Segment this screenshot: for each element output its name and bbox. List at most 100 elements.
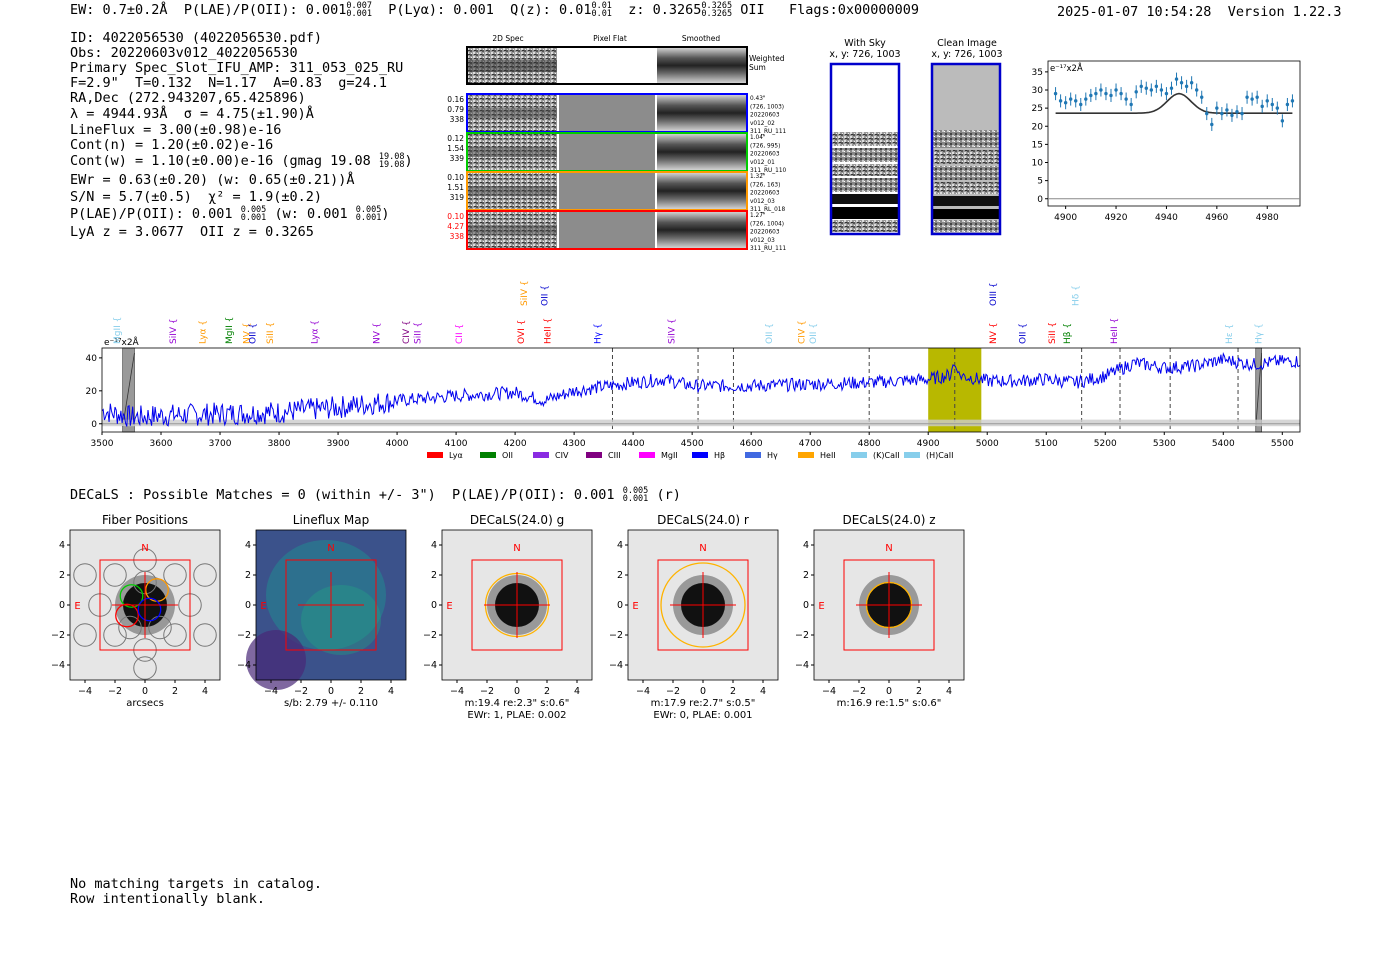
spectrum-xtick-label: 4700 — [799, 439, 822, 449]
masked-hatch — [1255, 352, 1263, 428]
line-id-label: Lyα { — [198, 320, 208, 344]
panel-ytick-label: −2 — [609, 630, 623, 641]
line-id-text: HeII { — [544, 318, 554, 344]
spectrum-xtick-label: 4800 — [858, 439, 881, 449]
with-sky-title: With Sky x, y: 726, 1003 — [829, 38, 901, 60]
lineflux-blob — [301, 585, 381, 655]
legend-label: Hβ — [714, 451, 725, 460]
fiber-circle — [118, 615, 142, 640]
east-label: E — [818, 601, 824, 612]
panel-xtick-label: 2 — [544, 686, 550, 697]
cutout-value: 1.51 — [447, 183, 464, 192]
line-id-label: SiII { — [266, 322, 276, 344]
line-id-text: OIII { — [989, 282, 999, 306]
cutout-value: 339 — [450, 154, 465, 163]
line-id-label: Lyα { — [310, 320, 320, 344]
cutout-meta: 20220603 — [750, 113, 780, 119]
line-id-text: SiIV { — [667, 318, 677, 344]
clean-image — [930, 62, 1002, 236]
header-plae: P(LAE)/P(OII): 0.001 — [183, 2, 347, 18]
panel-ytick-label: 2 — [245, 570, 251, 581]
zoom-data-point — [1285, 102, 1290, 107]
cutout-trace — [467, 108, 557, 118]
zoom-data-point — [1210, 122, 1214, 127]
line-id-text: MgII { — [225, 317, 235, 344]
panel-ytick-label: −4 — [423, 660, 437, 671]
panel-title: Lineflux Map — [293, 513, 369, 527]
panel-xtick-label: 2 — [916, 686, 922, 697]
panel-title: DECaLS(24.0) r — [657, 513, 749, 527]
spectrum-line — [101, 352, 1301, 427]
cutout-meta: (726, 1004) — [750, 221, 784, 227]
zoom-data-point — [1189, 81, 1194, 85]
line-id-text: SiII { — [1048, 322, 1058, 344]
lineflux-blob — [246, 630, 306, 690]
cutout-value: 0.79 — [447, 105, 464, 114]
zoom-unit-label: e⁻¹⁷x2Å — [1050, 62, 1083, 74]
panel-xtick-label: 4 — [388, 686, 394, 697]
spectrum-xtick-label: 5000 — [976, 439, 999, 449]
selected-fiber-circle — [115, 603, 139, 628]
zoom-data-point — [1179, 81, 1184, 85]
weighted-sum-row: Weighted Sum — [466, 46, 785, 85]
legend-swatch — [427, 452, 443, 458]
zoom-data-point — [1074, 99, 1078, 103]
spectrum-xtick-label: 5200 — [1094, 439, 1117, 449]
legend-swatch — [692, 452, 708, 458]
zoom-ytick-label: 5 — [1037, 177, 1043, 187]
panel-title: DECaLS(24.0) z — [842, 513, 935, 527]
fiber-circle — [133, 656, 157, 680]
selected-fiber-circle — [137, 597, 162, 622]
fiber-circle — [73, 563, 97, 587]
panel-ytick-label: 0 — [431, 600, 437, 611]
spectrum-xtick-label: 5300 — [1153, 439, 1176, 449]
cutout-meta: 20220603 — [750, 152, 780, 158]
panel-ytick-label: 0 — [617, 600, 623, 611]
zoom-data-point — [1275, 106, 1280, 110]
header-z-line: OII — [740, 2, 765, 18]
panel-xlabel: arcsecs — [126, 698, 164, 709]
line-id-text: HeII { — [1110, 318, 1120, 344]
line-id-label: Hδ { — [1072, 285, 1082, 306]
zoom-data-point — [1235, 110, 1239, 114]
legend-label: (K)CaII — [873, 451, 900, 460]
panel-fiber: Fiber Positions N E −4 −4 −2 −2 0 0 2 2 4 4 arcsecs — [51, 513, 221, 709]
info-ewr: EWr = 0.63(±0.20) (w: 0.65(±0.21))Å — [70, 172, 355, 188]
cutout-smoothed — [657, 94, 747, 132]
panel-xtick-label: 0 — [886, 686, 892, 697]
line-id-text: Hε { — [1225, 324, 1235, 344]
col-title-smoothed: Smoothed — [682, 34, 721, 43]
panel-xtick-label: −2 — [294, 686, 308, 697]
cutout-meta: 311_RL_018 — [750, 207, 785, 213]
line-id-label: OII { — [248, 323, 258, 344]
zoom-ytick-label: 35 — [1032, 68, 1043, 78]
spectrum-xtick-label: 3800 — [268, 439, 291, 449]
line-id-label: SiII { — [414, 322, 424, 344]
north-label: N — [327, 543, 334, 554]
line-id-text: Hβ { — [1063, 323, 1073, 344]
zoom-ytick-label: 0 — [1037, 195, 1043, 205]
line-id-label: SiIV { — [169, 318, 179, 344]
header-flags: Flags:0x00000009 — [789, 2, 920, 18]
legend-label: (H)CaII — [926, 451, 953, 460]
cutout-value: 338 — [450, 115, 465, 124]
masked-hatch — [122, 352, 135, 428]
panel-ytick-label: −2 — [795, 630, 809, 641]
fiber-circle — [103, 623, 127, 647]
zoom-ytick-label: 30 — [1032, 86, 1044, 96]
spectrum-xtick-label: 5400 — [1212, 439, 1235, 449]
zoom-data-point — [1154, 84, 1159, 89]
cutout-grid: 2D Spec Pixel Flat Smoothed Weighted Sum … — [447, 34, 787, 252]
header-z: z: 0.3265 — [628, 2, 702, 18]
header-qz-frac: 0.01 0.01 — [591, 1, 612, 19]
with-sky-image — [829, 62, 901, 236]
zoom-data-point — [1089, 93, 1093, 98]
zoom-data-point — [1104, 91, 1108, 96]
panel-ytick-label: −2 — [423, 630, 437, 641]
line-id-label: HeII { — [544, 318, 554, 344]
line-id-label: MgII { — [113, 317, 123, 344]
info-fit: F=2.9" T=0.132 N=1.17 A=0.83 g=24.1 — [70, 75, 387, 91]
cutout-meta: 20220603 — [750, 191, 780, 197]
